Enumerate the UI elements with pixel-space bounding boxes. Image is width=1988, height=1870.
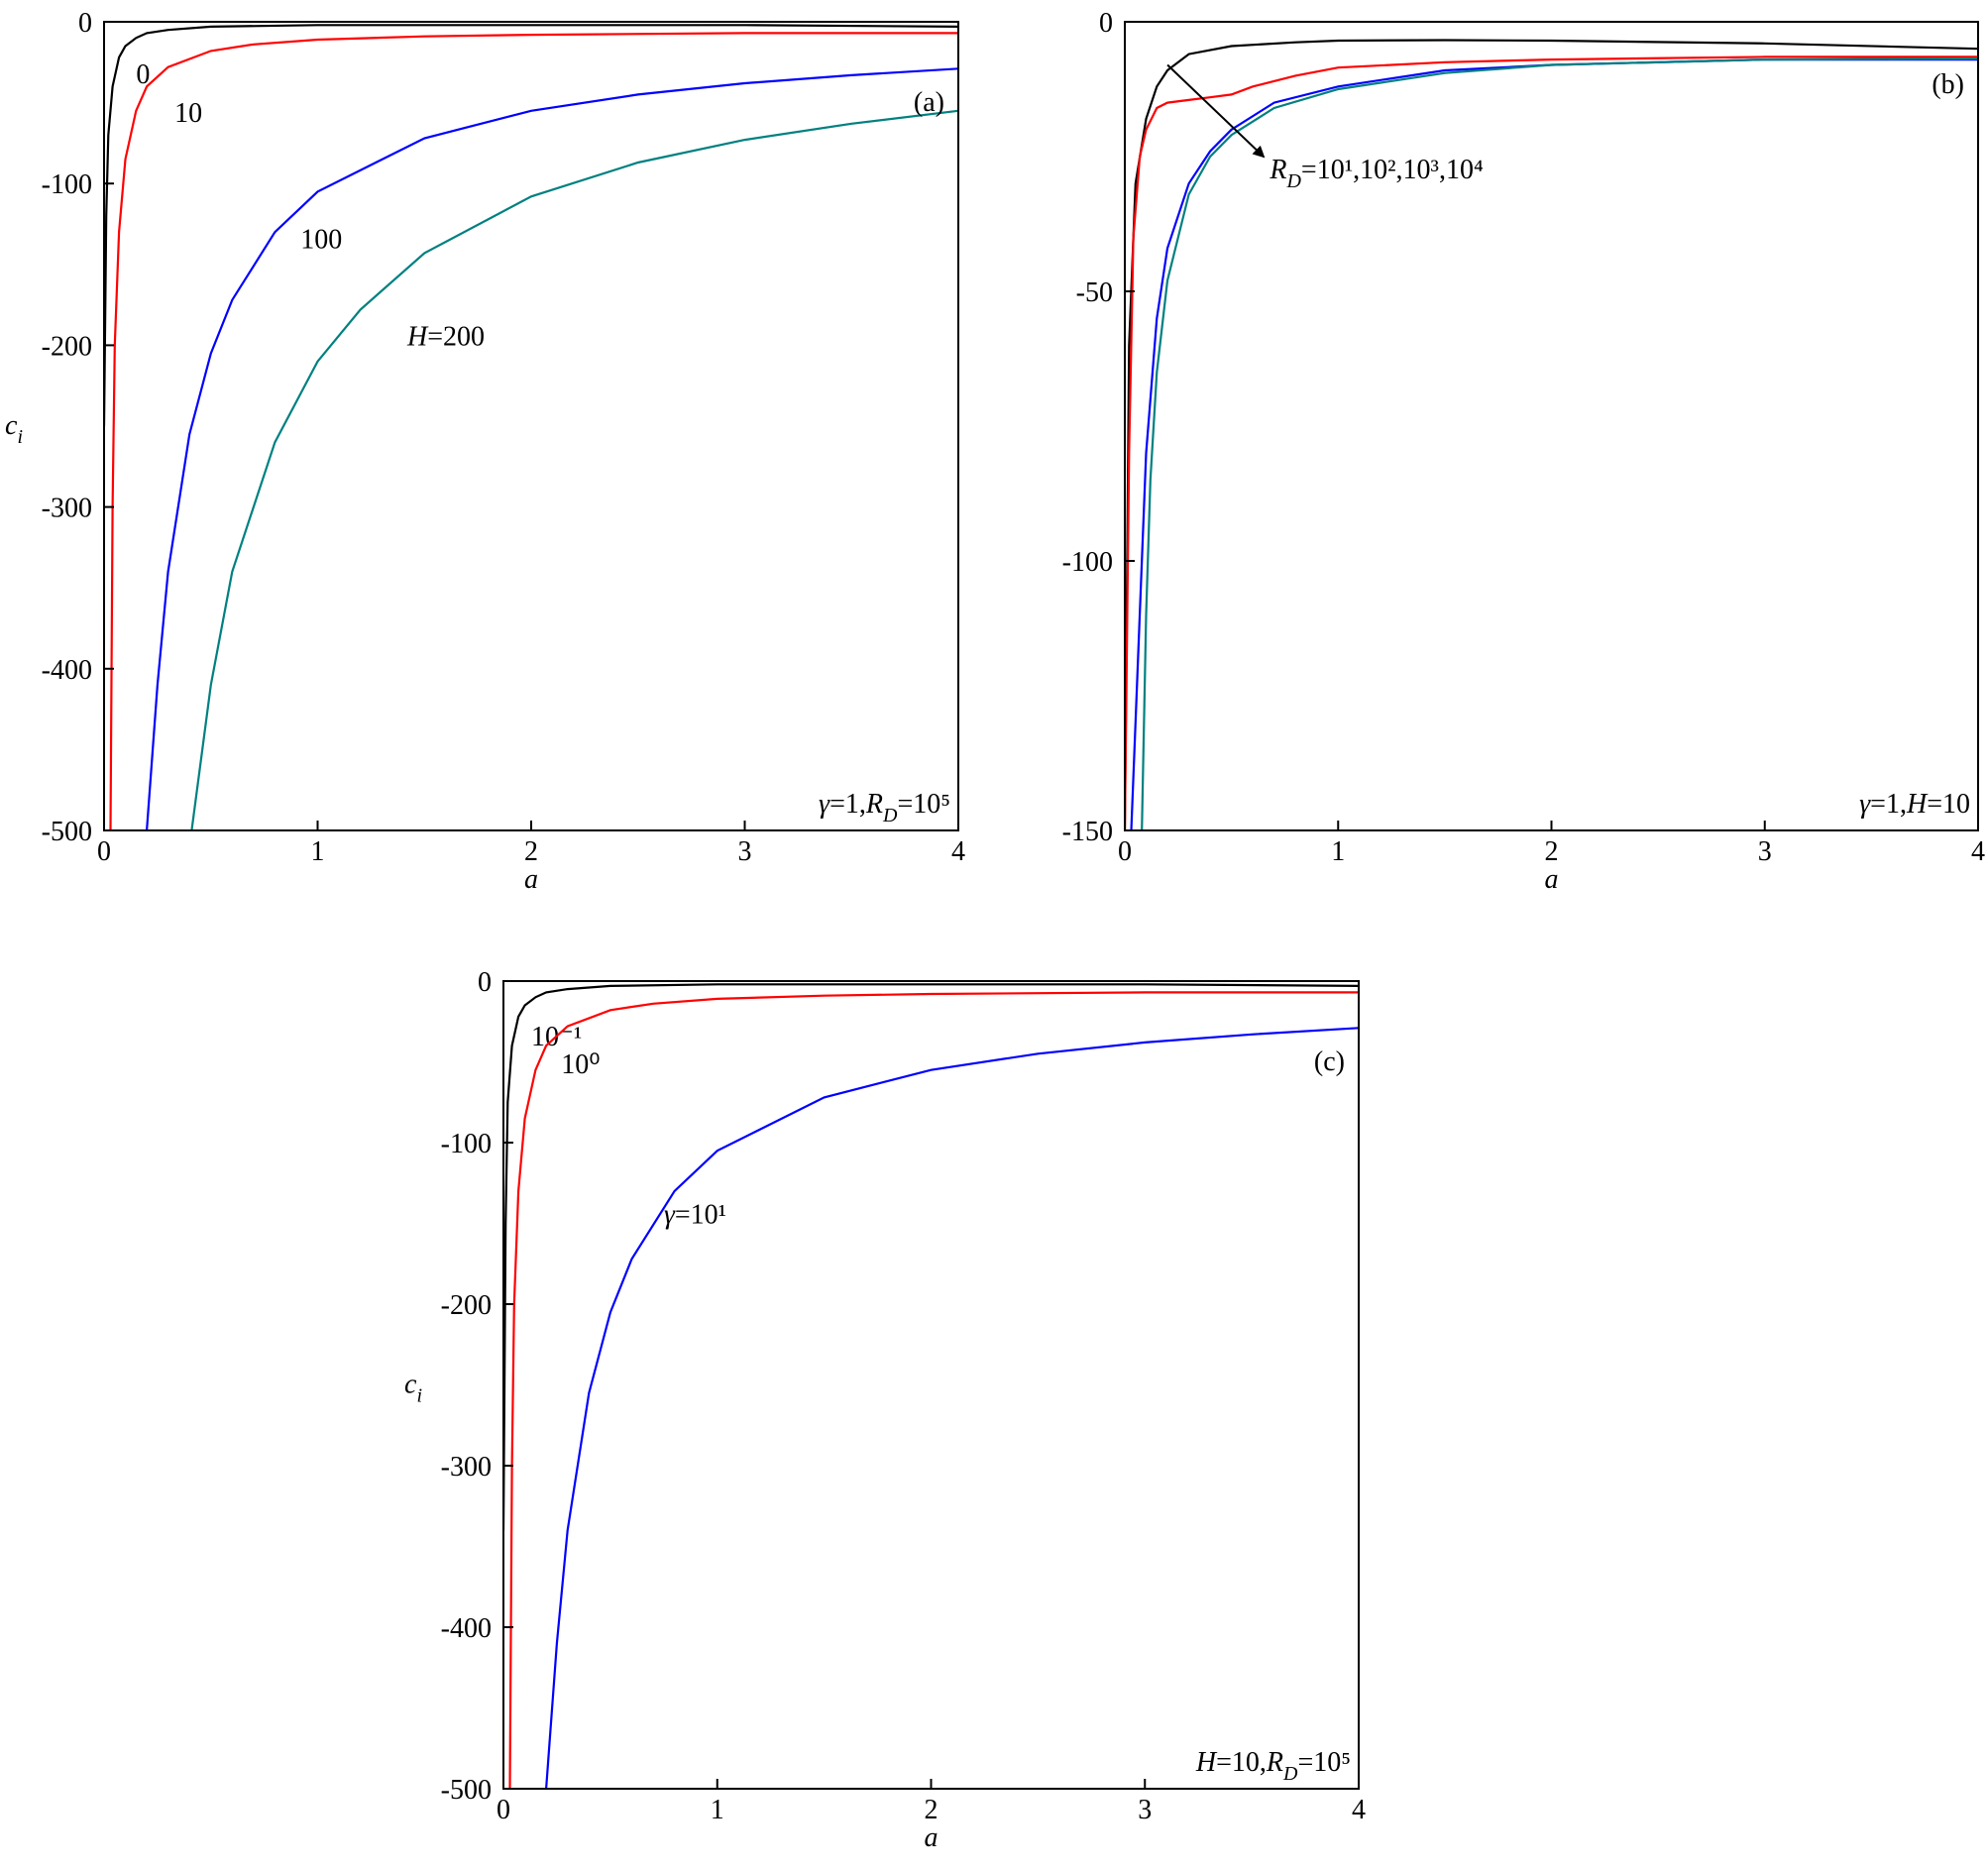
y-tick-label: -300 — [42, 494, 92, 524]
panel: 0 10 100 H=200 0 1 2 3 4 -500 -400 -300 -200 -100 0 a ci… — [5, 8, 965, 895]
y-tick-label: -50 — [1076, 277, 1113, 308]
data-line — [1125, 39, 1978, 830]
curve-label: 0 — [136, 59, 150, 90]
data-line — [109, 32, 958, 830]
y-tick-label: -300 — [441, 1452, 492, 1483]
x-tick-label: 0 — [497, 1795, 510, 1825]
plot-frame — [502, 980, 1360, 1790]
panel-label: (c) — [1314, 1046, 1345, 1077]
y-tick-label: 0 — [78, 8, 92, 39]
x-tick-label: 1 — [711, 1795, 724, 1825]
x-axis-label: a — [925, 1822, 939, 1853]
y-tick-label: -400 — [441, 1613, 492, 1644]
panel-label: (a) — [914, 87, 944, 118]
data-line — [508, 991, 1359, 1789]
curve-label: 10⁰ — [561, 1049, 600, 1080]
x-tick-label: 0 — [97, 836, 111, 867]
x-tick-label: 2 — [925, 1795, 939, 1825]
x-tick-label: 2 — [1545, 836, 1559, 867]
x-axis-label: a — [1545, 864, 1559, 895]
plot-frame — [1124, 21, 1979, 831]
curve-label: 100 — [300, 224, 342, 255]
y-tick-label: -100 — [42, 169, 92, 200]
y-tick-label: 0 — [478, 967, 492, 998]
y-tick-label: -200 — [441, 1290, 492, 1321]
data-line — [1141, 56, 1978, 830]
data-line — [1130, 58, 1978, 830]
data-line — [545, 1027, 1359, 1789]
x-tick-label: 1 — [311, 836, 325, 867]
x-tick-label: 4 — [1352, 1795, 1366, 1825]
x-tick-label: 1 — [1331, 836, 1345, 867]
y-tick-label: -200 — [42, 331, 92, 362]
curve-label: H=200 — [406, 321, 485, 352]
x-tick-label: 3 — [1758, 836, 1772, 867]
data-line — [190, 109, 958, 830]
curve-label: γ=10¹ — [664, 1200, 726, 1231]
y-tick-label: -500 — [42, 817, 92, 847]
y-axis-label: ci — [5, 410, 23, 448]
x-tick-label: 2 — [524, 836, 538, 867]
x-tick-label: 3 — [738, 836, 752, 867]
panel-label: (b) — [1932, 69, 1964, 100]
y-tick-label: -150 — [1062, 817, 1113, 847]
x-axis-label: a — [524, 864, 538, 895]
data-line — [1125, 55, 1978, 830]
panel: 0 1 2 3 4 -150 -100 -50 0 a (b) γ=1,H=10 RD=10¹,10²,… — [1062, 8, 1985, 895]
x-tick-label: 3 — [1138, 1795, 1152, 1825]
annotation: H=10,RD=10⁵ — [1195, 1747, 1351, 1785]
annotation: γ=1,RD=10⁵ — [819, 789, 950, 826]
plot-frame — [103, 21, 959, 831]
data-line — [146, 67, 958, 830]
curve-label: 10 — [174, 98, 202, 129]
x-tick-label: 4 — [951, 836, 965, 867]
y-axis-label: ci — [404, 1370, 422, 1407]
arrow — [1166, 63, 1266, 159]
x-tick-label: 0 — [1118, 836, 1132, 867]
y-tick-label: -500 — [441, 1775, 492, 1806]
y-tick-label: -100 — [441, 1129, 492, 1159]
y-tick-label: 0 — [1099, 8, 1113, 39]
y-tick-label: -100 — [1062, 547, 1113, 578]
series-label: RD=10¹,10²,10³,10⁴ — [1269, 155, 1483, 192]
y-tick-label: -400 — [42, 655, 92, 686]
x-tick-label: 4 — [1971, 836, 1985, 867]
data-line — [104, 24, 958, 427]
annotation: γ=1,H=10 — [1859, 789, 1970, 820]
data-line — [503, 983, 1359, 1531]
